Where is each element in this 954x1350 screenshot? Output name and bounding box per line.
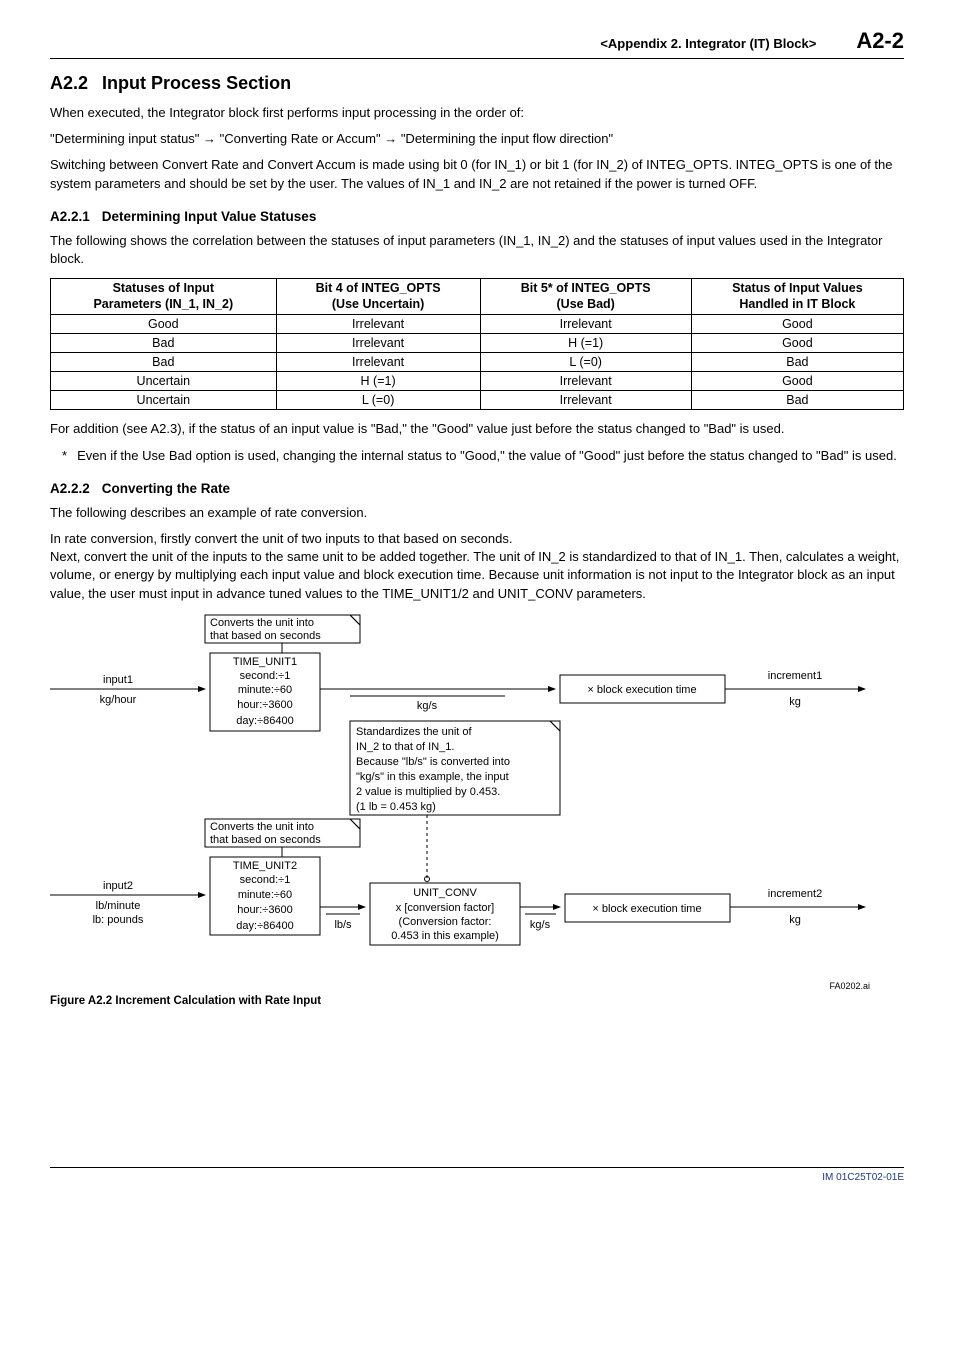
svg-text:increment1: increment1 bbox=[768, 670, 822, 682]
subsection-2-title: A2.2.2 Converting the Rate bbox=[50, 481, 904, 496]
section-title-text: Input Process Section bbox=[102, 73, 291, 93]
table-cell: Bad bbox=[691, 353, 903, 372]
svg-text:lb: pounds: lb: pounds bbox=[93, 914, 144, 926]
svg-text:TIME_UNIT1: TIME_UNIT1 bbox=[233, 656, 297, 668]
svg-text:second:÷1: second:÷1 bbox=[240, 874, 291, 886]
subsection-1-title: A2.2.1 Determining Input Value Statuses bbox=[50, 209, 904, 224]
table-header-1: Bit 4 of INTEG_OPTS (Use Uncertain) bbox=[276, 279, 480, 315]
subsection-1-title-text: Determining Input Value Statuses bbox=[102, 209, 317, 224]
svg-text:kg/s: kg/s bbox=[417, 700, 438, 712]
header-page-number: A2-2 bbox=[856, 28, 904, 54]
table-cell: Good bbox=[51, 315, 277, 334]
svg-text:2 value is multiplied by 0.453: 2 value is multiplied by 0.453. bbox=[356, 786, 500, 798]
table-cell: Bad bbox=[691, 391, 903, 410]
svg-text:IN_2 to that of IN_1.: IN_2 to that of IN_1. bbox=[356, 741, 454, 753]
subsection-1-number: A2.2.1 bbox=[50, 209, 90, 224]
table-cell: Bad bbox=[51, 334, 277, 353]
table-row: BadIrrelevantL (=0)Bad bbox=[51, 353, 904, 372]
svg-text:minute:÷60: minute:÷60 bbox=[238, 889, 292, 901]
footer-doc-id: IM 01C25T02-01E bbox=[822, 1172, 904, 1183]
table-header-2: Bit 5* of INTEG_OPTS (Use Bad) bbox=[480, 279, 691, 315]
subsection-2-title-text: Converting the Rate bbox=[102, 481, 230, 496]
figure-caption: Figure A2.2 Increment Calculation with R… bbox=[50, 995, 904, 1007]
subsection-2-number: A2.2.2 bbox=[50, 481, 90, 496]
svg-text:kg: kg bbox=[789, 914, 801, 926]
svg-text:x [conversion factor]: x [conversion factor] bbox=[396, 902, 494, 914]
section-number: A2.2 bbox=[50, 73, 88, 93]
svg-text:kg/s: kg/s bbox=[530, 919, 551, 931]
svg-text:that based on seconds: that based on seconds bbox=[210, 834, 321, 846]
intro-para-3: Switching between Convert Rate and Conve… bbox=[50, 156, 904, 192]
svg-text:hour:÷3600: hour:÷3600 bbox=[237, 699, 293, 711]
table-cell: Bad bbox=[51, 353, 277, 372]
svg-text:input2: input2 bbox=[103, 880, 133, 892]
table-header-row: Statuses of Input Parameters (IN_1, IN_2… bbox=[51, 279, 904, 315]
svg-text:input1: input1 bbox=[103, 674, 133, 686]
svg-text:Converts the unit into: Converts the unit into bbox=[210, 617, 314, 629]
svg-text:Because "lb/s" is converted in: Because "lb/s" is converted into bbox=[356, 756, 510, 768]
svg-text:increment2: increment2 bbox=[768, 888, 822, 900]
table-cell: Good bbox=[691, 315, 903, 334]
table-cell: Irrelevant bbox=[276, 353, 480, 372]
table-row: GoodIrrelevantIrrelevantGood bbox=[51, 315, 904, 334]
intro-para-1: When executed, the Integrator block firs… bbox=[50, 104, 904, 122]
table-cell: Irrelevant bbox=[276, 334, 480, 353]
table-cell: Irrelevant bbox=[480, 372, 691, 391]
table-cell: Uncertain bbox=[51, 391, 277, 410]
svg-text:hour:÷3600: hour:÷3600 bbox=[237, 904, 293, 916]
section-title: A2.2 Input Process Section bbox=[50, 73, 904, 94]
table-cell: Irrelevant bbox=[480, 315, 691, 334]
table-cell: H (=1) bbox=[480, 334, 691, 353]
svg-text:TIME_UNIT2: TIME_UNIT2 bbox=[233, 860, 297, 872]
table-row: UncertainH (=1)IrrelevantGood bbox=[51, 372, 904, 391]
table-cell: Good bbox=[691, 334, 903, 353]
status-table: Statuses of Input Parameters (IN_1, IN_2… bbox=[50, 278, 904, 410]
svg-text:day:÷86400: day:÷86400 bbox=[236, 920, 293, 932]
svg-text:lb/minute: lb/minute bbox=[96, 900, 141, 912]
svg-text:× block execution time: × block execution time bbox=[587, 684, 696, 696]
svg-text:Standardizes the unit of: Standardizes the unit of bbox=[356, 726, 473, 738]
table-cell: Good bbox=[691, 372, 903, 391]
sub1-para: The following shows the correlation betw… bbox=[50, 232, 904, 268]
table-cell: Irrelevant bbox=[480, 391, 691, 410]
svg-text:(1 lb = 0.453 kg): (1 lb = 0.453 kg) bbox=[356, 801, 436, 813]
table-cell: Irrelevant bbox=[276, 315, 480, 334]
svg-text:that based on seconds: that based on seconds bbox=[210, 630, 321, 642]
table-row: BadIrrelevantH (=1)Good bbox=[51, 334, 904, 353]
table-cell: L (=0) bbox=[276, 391, 480, 410]
svg-text:× block execution time: × block execution time bbox=[592, 903, 701, 915]
after-table-para: For addition (see A2.3), if the status o… bbox=[50, 420, 904, 438]
svg-text:second:÷1: second:÷1 bbox=[240, 670, 291, 682]
svg-text:kg/hour: kg/hour bbox=[100, 694, 137, 706]
page-footer: IM 01C25T02-01E bbox=[50, 1167, 904, 1183]
svg-text:(Conversion factor:: (Conversion factor: bbox=[399, 916, 492, 928]
diagram-file-ref: FA0202.ai bbox=[829, 981, 870, 991]
table-header-0: Statuses of Input Parameters (IN_1, IN_2… bbox=[51, 279, 277, 315]
table-cell: H (=1) bbox=[276, 372, 480, 391]
table-cell: L (=0) bbox=[480, 353, 691, 372]
svg-text:kg: kg bbox=[789, 696, 801, 708]
page-header: <Appendix 2. Integrator (IT) Block> A2-2 bbox=[50, 28, 904, 59]
svg-text:"kg/s" in this example, the in: "kg/s" in this example, the input bbox=[356, 771, 509, 783]
svg-text:lb/s: lb/s bbox=[334, 919, 352, 931]
intro-para-2: "Determining input status" → "Converting… bbox=[50, 130, 904, 148]
svg-text:Converts the unit into: Converts the unit into bbox=[210, 821, 314, 833]
svg-text:minute:÷60: minute:÷60 bbox=[238, 684, 292, 696]
header-appendix: <Appendix 2. Integrator (IT) Block> bbox=[600, 36, 816, 51]
rate-conversion-diagram: Converts the unit into that based on sec… bbox=[50, 611, 870, 991]
footnote-text: Even if the Use Bad option is used, chan… bbox=[77, 447, 897, 465]
footnote-mark: * bbox=[62, 447, 67, 465]
svg-text:day:÷86400: day:÷86400 bbox=[236, 715, 293, 727]
svg-text:UNIT_CONV: UNIT_CONV bbox=[413, 887, 477, 899]
sub2-para2: In rate conversion, firstly convert the … bbox=[50, 530, 904, 603]
sub2-para1: The following describes an example of ra… bbox=[50, 504, 904, 522]
svg-text:0.453 in this example): 0.453 in this example) bbox=[391, 930, 499, 942]
table-row: UncertainL (=0)IrrelevantBad bbox=[51, 391, 904, 410]
table-cell: Uncertain bbox=[51, 372, 277, 391]
footnote: * Even if the Use Bad option is used, ch… bbox=[62, 447, 904, 465]
table-header-3: Status of Input Values Handled in IT Blo… bbox=[691, 279, 903, 315]
